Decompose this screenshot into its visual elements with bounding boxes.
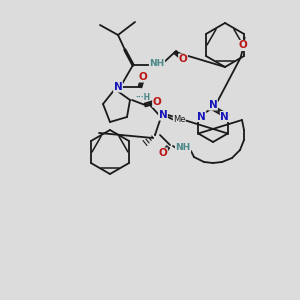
Text: N: N (208, 100, 217, 110)
Text: O: O (159, 148, 167, 158)
Text: Me: Me (173, 116, 185, 124)
Text: N: N (159, 110, 167, 120)
Text: O: O (153, 97, 161, 107)
Text: NH: NH (149, 58, 165, 68)
Text: O: O (139, 72, 147, 82)
Text: NH: NH (176, 143, 190, 152)
Text: O: O (178, 54, 188, 64)
Text: N: N (220, 112, 229, 122)
Text: O: O (238, 40, 247, 50)
Text: N: N (114, 82, 122, 92)
Text: ···H: ···H (135, 94, 150, 103)
Text: N: N (197, 112, 206, 122)
